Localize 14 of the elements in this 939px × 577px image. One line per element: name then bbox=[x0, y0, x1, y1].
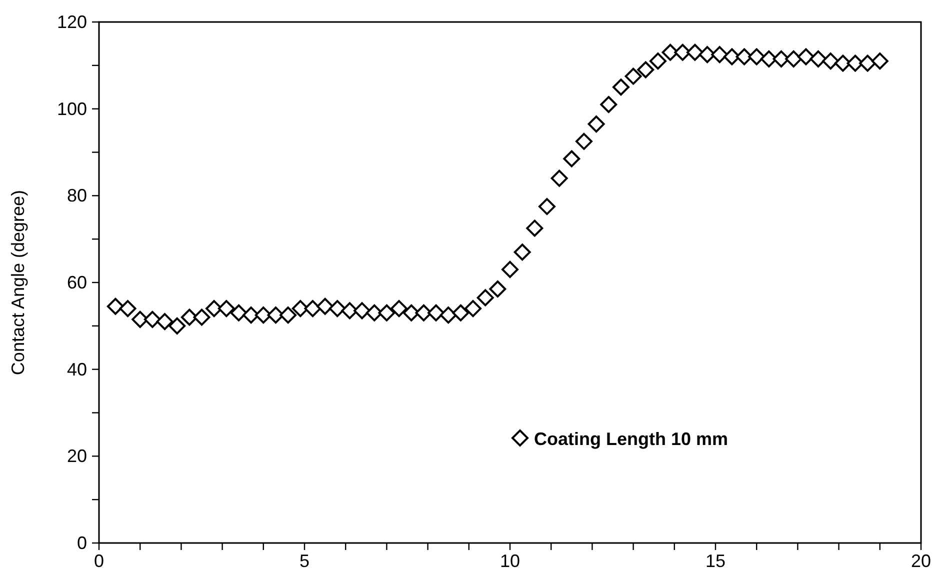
y-tick-label: 100 bbox=[56, 98, 87, 119]
y-tick-label: 60 bbox=[66, 272, 87, 292]
legend-label: Coating Length 10 mm bbox=[534, 429, 728, 449]
x-tick-label: 15 bbox=[705, 551, 726, 571]
x-tick-label: 5 bbox=[299, 551, 310, 571]
y-tick-label: 20 bbox=[66, 446, 87, 466]
y-axis-title: Contact Angle (degree) bbox=[8, 190, 28, 376]
y-tick-label: 80 bbox=[66, 186, 87, 206]
y-tick-label: 40 bbox=[66, 359, 87, 380]
x-tick-label: 0 bbox=[94, 551, 104, 571]
x-tick-label: 10 bbox=[500, 551, 520, 571]
y-tick-label: 0 bbox=[76, 533, 87, 553]
x-tick-label: 20 bbox=[910, 551, 932, 571]
y-tick-label: 120 bbox=[56, 12, 87, 32]
